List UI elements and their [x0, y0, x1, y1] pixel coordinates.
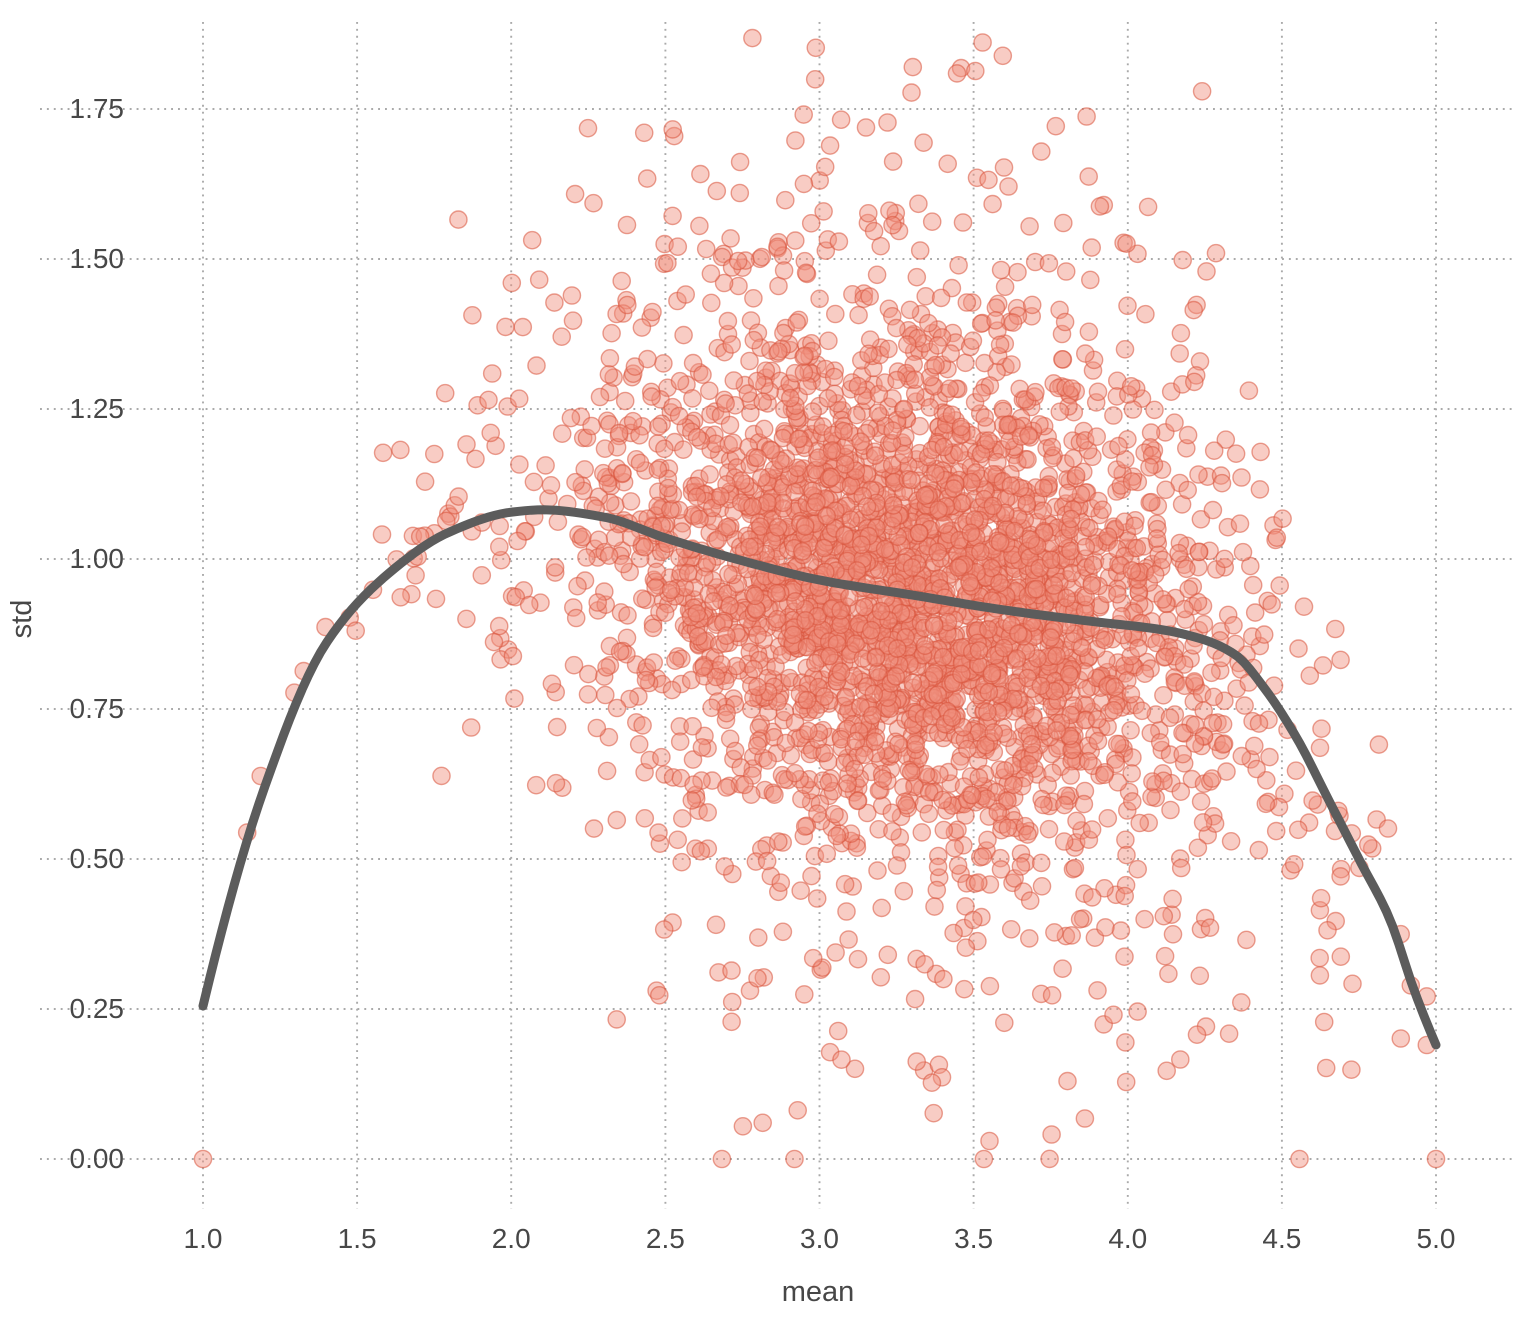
- svg-text:2.5: 2.5: [646, 1223, 685, 1254]
- svg-text:1.75: 1.75: [70, 93, 125, 124]
- svg-text:2.0: 2.0: [492, 1223, 531, 1254]
- svg-text:1.25: 1.25: [70, 393, 125, 424]
- svg-text:5.0: 5.0: [1417, 1223, 1456, 1254]
- svg-text:4.0: 4.0: [1108, 1223, 1147, 1254]
- svg-text:mean: mean: [782, 1276, 855, 1308]
- svg-text:1.50: 1.50: [70, 243, 125, 274]
- svg-text:0.50: 0.50: [70, 843, 125, 874]
- svg-text:1.5: 1.5: [338, 1223, 377, 1254]
- svg-text:0.00: 0.00: [70, 1143, 125, 1174]
- svg-text:std: std: [6, 600, 38, 639]
- svg-text:1.00: 1.00: [70, 543, 125, 574]
- svg-text:0.25: 0.25: [70, 993, 125, 1024]
- svg-text:4.5: 4.5: [1262, 1223, 1301, 1254]
- svg-text:1.0: 1.0: [184, 1223, 223, 1254]
- svg-text:3.5: 3.5: [954, 1223, 993, 1254]
- svg-text:3.0: 3.0: [800, 1223, 839, 1254]
- svg-text:0.75: 0.75: [70, 693, 125, 724]
